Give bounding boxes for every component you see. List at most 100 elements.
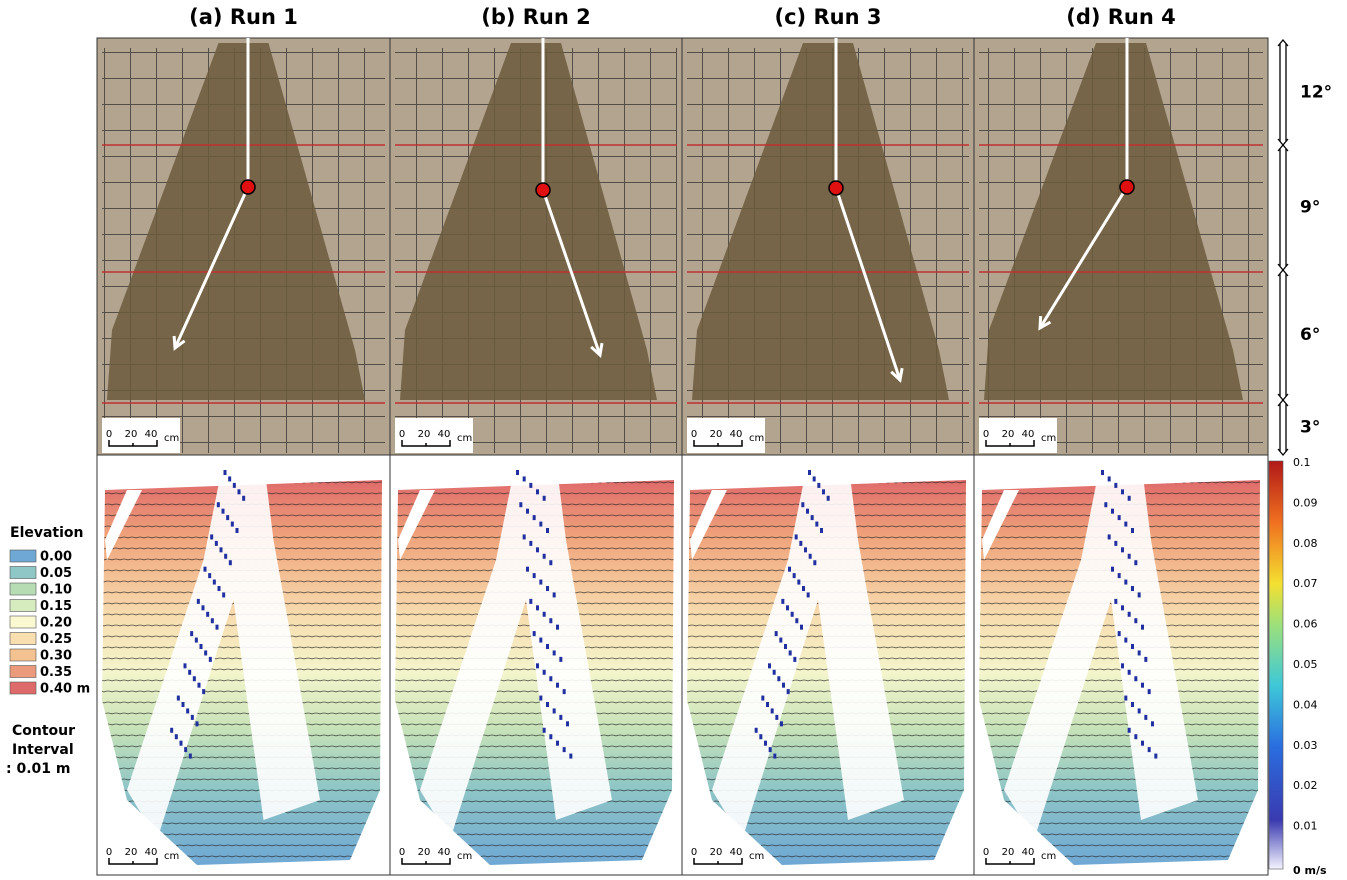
velocity-vector — [533, 515, 536, 520]
scale-unit: cm — [1041, 433, 1056, 444]
velocity-vector — [1138, 708, 1141, 713]
colorbar-label: 0.08 — [1293, 537, 1318, 550]
velocity-vector — [197, 599, 200, 604]
velocity-vector — [195, 638, 198, 643]
velocity-vector — [1141, 683, 1144, 688]
release-point — [1120, 180, 1134, 194]
legend-swatch — [10, 583, 36, 595]
velocity-vector — [539, 638, 542, 643]
colorbar-label: 0.03 — [1293, 739, 1318, 752]
velocity-vector — [553, 708, 556, 713]
legend-swatch — [10, 567, 36, 579]
scale-unit: cm — [749, 851, 764, 862]
legend-label: 0.25 — [40, 632, 72, 647]
velocity-vector — [1131, 702, 1134, 707]
slope-arrow — [1278, 145, 1288, 270]
velocity-vector — [211, 618, 214, 623]
velocity-vector — [556, 625, 559, 630]
velocity-vector — [771, 708, 774, 713]
velocity-vector — [226, 515, 229, 520]
scale-label: 20 — [1002, 429, 1015, 440]
velocity-vector — [204, 650, 207, 655]
velocity-vector — [191, 715, 194, 720]
legend-swatch — [10, 666, 36, 678]
velocity-vector — [177, 696, 180, 701]
scale-label: 0 — [106, 429, 112, 440]
velocity-vector — [793, 657, 796, 662]
velocity-vector — [198, 683, 201, 688]
velocity-vector — [231, 522, 234, 527]
velocity-vector — [800, 625, 803, 630]
slope-arrow — [1278, 400, 1288, 455]
velocity-vector — [779, 638, 782, 643]
velocity-vector — [546, 528, 549, 533]
velocity-vector — [213, 580, 216, 585]
velocity-vector — [786, 605, 789, 610]
scale-label: 0 — [691, 847, 697, 858]
velocity-vector — [822, 489, 825, 494]
velocity-vector — [806, 509, 809, 514]
velocity-vector — [523, 476, 526, 481]
slope-label: 3° — [1300, 418, 1320, 438]
velocity-vector — [777, 676, 780, 681]
scale-label: 40 — [1022, 847, 1035, 858]
velocity-vector — [813, 476, 816, 481]
velocity-vector — [529, 541, 532, 546]
legend-swatch — [10, 682, 36, 694]
colorbar-label: 0.01 — [1293, 820, 1318, 833]
velocity-vector — [775, 715, 778, 720]
velocity-vector — [184, 747, 187, 752]
velocity-vector — [1128, 554, 1131, 559]
colorbar-label: 0 m/s — [1293, 864, 1327, 877]
velocity-vector — [809, 554, 812, 559]
scale-label: 0 — [399, 429, 405, 440]
velocity-vector — [218, 586, 221, 591]
velocity-vector — [1144, 657, 1147, 662]
velocity-vector — [1134, 676, 1137, 681]
velocity-vector — [820, 528, 823, 533]
velocity-vector — [1141, 741, 1144, 746]
velocity-vector — [1128, 728, 1131, 733]
velocity-vector — [536, 663, 539, 668]
velocity-vector — [210, 534, 213, 539]
velocity-vector — [804, 547, 807, 552]
velocity-vector — [797, 580, 800, 585]
scale-label: 20 — [418, 847, 431, 858]
scale-unit: cm — [457, 851, 472, 862]
velocity-vector — [519, 502, 522, 507]
scale-label: 40 — [438, 847, 451, 858]
velocity-vector — [1128, 670, 1131, 675]
scale-label: 20 — [710, 429, 723, 440]
legend-swatch — [10, 649, 36, 661]
velocity-vector — [1128, 612, 1131, 617]
velocity-vector — [529, 483, 532, 488]
velocity-vector — [769, 747, 772, 752]
velocity-vector — [206, 612, 209, 617]
velocity-vector — [533, 631, 536, 636]
velocity-vector — [1124, 522, 1127, 527]
velocity-vector — [526, 509, 529, 514]
velocity-vector — [202, 689, 205, 694]
velocity-vector — [546, 586, 549, 591]
legend-label: 0.20 — [40, 616, 72, 631]
velocity-vector — [795, 534, 798, 539]
velocity-vector — [1114, 599, 1117, 604]
velocity-vector — [170, 728, 173, 733]
velocity-vector — [556, 683, 559, 688]
velocity-vector — [224, 470, 227, 475]
velocity-vector — [795, 618, 798, 623]
legend-label: 0.00 — [40, 550, 72, 565]
velocity-vector — [204, 567, 207, 572]
panel-title: (b) Run 2 — [481, 5, 591, 29]
colorbar-label: 0.1 — [1293, 456, 1311, 469]
velocity-vector — [764, 741, 767, 746]
velocity-vector — [1134, 618, 1137, 623]
velocity-vector — [768, 663, 771, 668]
velocity-vector — [553, 592, 556, 597]
figure: (a) Run 102040cm02040cm(b) Run 202040cm0… — [0, 0, 1347, 880]
colorbar — [1269, 461, 1283, 869]
velocity-vector — [1121, 547, 1124, 552]
scale-label: 0 — [691, 429, 697, 440]
velocity-vector — [526, 567, 529, 572]
colorbar-label: 0.04 — [1293, 698, 1318, 711]
